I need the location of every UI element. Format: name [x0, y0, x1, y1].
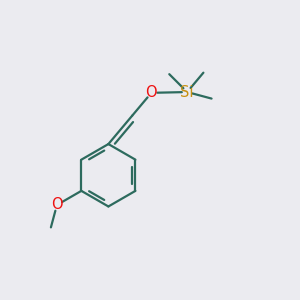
- Text: O: O: [146, 85, 157, 100]
- Text: Si: Si: [180, 85, 194, 100]
- Text: O: O: [51, 197, 63, 212]
